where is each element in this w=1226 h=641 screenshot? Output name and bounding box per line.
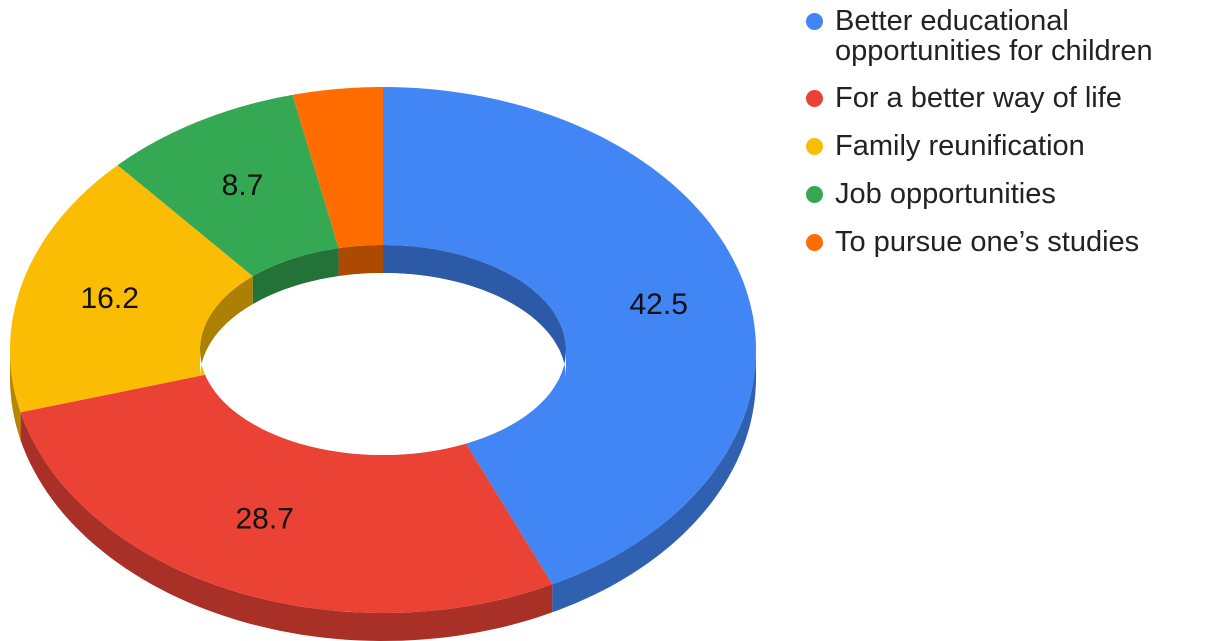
legend-item-better-life: For a better way of life: [806, 83, 1220, 113]
slice-side-2: [10, 350, 21, 441]
legend-dot-icon: [806, 13, 823, 30]
hole-wall-3-1: [252, 248, 339, 305]
hole-walls: [200, 245, 566, 378]
slice-top-2: [10, 165, 253, 413]
legend-item-pursue-studies: To pursue one’s studies: [806, 227, 1220, 257]
legend-label: Family reunification: [835, 130, 1085, 162]
legend-dot-icon: [806, 138, 823, 155]
data-label-1: 28.7: [236, 503, 294, 536]
legend-dot-icon: [806, 186, 823, 203]
slice-side-0: [552, 350, 756, 613]
donut-chart: 42.5 28.7 16.2 8.7: [10, 87, 756, 641]
legend-label: To pursue one’s studies: [835, 226, 1140, 258]
slice-top-0: [383, 87, 756, 585]
hole-wall-4-1: [338, 245, 383, 277]
legend-label: Better educational opportunities for chi…: [835, 5, 1153, 67]
slice-sides: [10, 350, 756, 641]
data-labels: 42.5 28.7 16.2 8.7: [81, 169, 688, 536]
slice-tops: [10, 87, 756, 613]
legend-dot-icon: [806, 234, 823, 251]
data-label-0: 42.5: [630, 288, 688, 321]
legend-item-family-reunification: Family reunification: [806, 131, 1220, 161]
slice-top-1: [20, 374, 553, 613]
data-label-3: 8.7: [222, 169, 264, 202]
legend-label: Job opportunities: [835, 178, 1056, 210]
hole-floor: [200, 273, 566, 455]
data-label-2: 16.2: [81, 282, 139, 315]
slice-side-1: [20, 412, 553, 641]
legend-item-job-opportunities: Job opportunities: [806, 179, 1220, 209]
legend-item-better-education: Better educational opportunities for chi…: [806, 6, 1220, 66]
slice-top-3: [117, 94, 339, 277]
legend-label: For a better way of life: [835, 82, 1122, 114]
slice-top-4: [292, 87, 383, 249]
legend-dot-icon: [806, 90, 823, 107]
legend: Better educational opportunities for chi…: [806, 6, 1220, 275]
hole-wall-2-1: [200, 276, 253, 378]
hole-wall-0-0: [383, 245, 566, 378]
